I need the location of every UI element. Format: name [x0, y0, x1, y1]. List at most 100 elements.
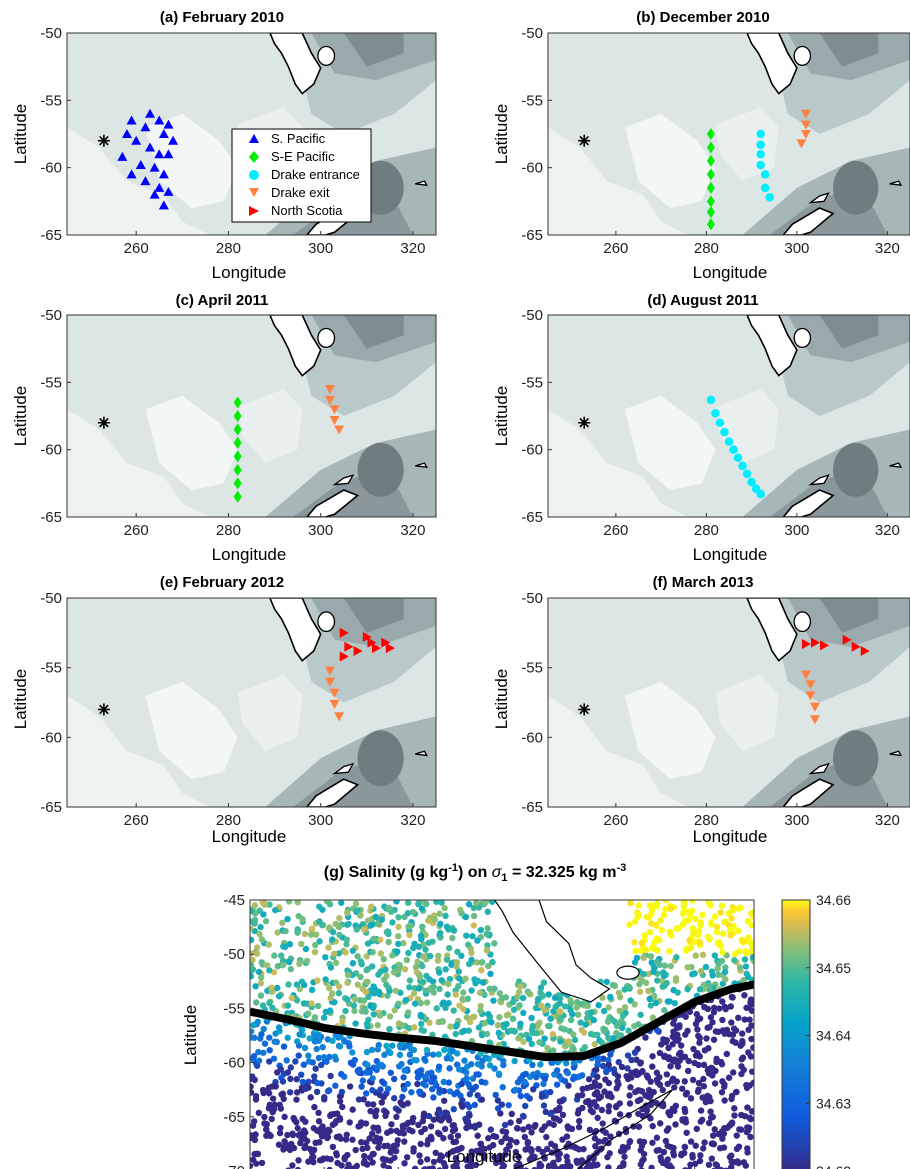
title-sup: -3: [616, 862, 626, 874]
data-point: [398, 1060, 405, 1068]
data-point: [636, 981, 643, 988]
y-tick-label: -60: [521, 442, 543, 459]
data-point: [313, 1045, 320, 1053]
data-point: [341, 1156, 348, 1163]
data-point: [716, 1145, 724, 1152]
data-point: [728, 1164, 735, 1169]
data-point: [233, 450, 242, 463]
data-point: [501, 1121, 509, 1129]
data-point: [450, 1138, 457, 1146]
data-point: [649, 1099, 656, 1106]
data-point: [721, 918, 728, 926]
data-point: [313, 1037, 320, 1045]
data-point: [494, 1105, 502, 1112]
data-point: [713, 923, 721, 931]
data-point: [637, 947, 644, 954]
data-point: [369, 1087, 376, 1094]
data-point: [592, 1162, 599, 1169]
y-tick-label: -55: [40, 92, 62, 109]
data-point: [389, 1042, 396, 1049]
data-point: [736, 948, 743, 955]
data-point: [672, 1121, 679, 1128]
data-point: [715, 418, 725, 427]
data-point: [391, 1007, 398, 1014]
data-point: [300, 1061, 308, 1068]
data-point: [308, 1154, 316, 1162]
axes-frame: [547, 32, 910, 236]
south-orkney-islands: [889, 750, 903, 757]
data-point: [163, 119, 174, 129]
data-point: [258, 936, 266, 943]
data-point: [308, 986, 316, 994]
data-point: [654, 977, 661, 984]
panel-f-axes: 260 280 300 320 -50 -55 -60 -65: [521, 590, 910, 829]
data-point: [309, 1059, 316, 1066]
data-point: [503, 1146, 510, 1153]
data-point: [584, 1002, 591, 1010]
data-point: [266, 901, 273, 908]
axes-frame: [547, 597, 910, 808]
data-point: [254, 1018, 261, 1026]
data-point: [251, 1034, 258, 1041]
data-point: [433, 900, 440, 905]
data-point: [364, 1061, 371, 1069]
y-tick-label: -65: [521, 509, 543, 526]
panel-e: (e) February 2012 260 280 300 320 -50 -55 -60 -…: [11, 574, 437, 846]
data-point: [369, 949, 376, 956]
data-point: [279, 919, 286, 926]
data-point: [485, 1010, 492, 1018]
data-point: [487, 1126, 495, 1133]
data-point: [317, 1129, 324, 1136]
data-point: [810, 637, 820, 648]
data-point: [672, 1102, 680, 1110]
data-point: [422, 946, 429, 953]
y-tick-label: -60: [521, 160, 543, 177]
data-point: [346, 1083, 354, 1090]
data-point: [647, 953, 655, 960]
x-tick-label: 280: [216, 522, 241, 539]
data-point: [410, 1148, 417, 1155]
data-point: [385, 938, 392, 946]
data-point: [555, 1156, 562, 1163]
data-point: [642, 979, 650, 987]
data-point: [326, 1053, 333, 1061]
data-point: [303, 957, 311, 965]
data-point: [565, 1082, 572, 1089]
data-point: [706, 1023, 713, 1031]
land-south-america: [747, 315, 797, 376]
data-point: [250, 961, 255, 969]
data-point: [443, 956, 451, 963]
data-point: [541, 1035, 548, 1042]
data-point: [708, 1140, 716, 1147]
data-point: [158, 129, 169, 138]
panel-c-xlabel: Longitude: [212, 545, 287, 564]
data-point: [363, 953, 370, 960]
data-point: [326, 1166, 333, 1169]
data-point: [372, 913, 380, 921]
data-point: [507, 1137, 515, 1144]
data-point: [681, 1149, 688, 1157]
data-point: [659, 1159, 667, 1167]
data-point: [255, 1057, 263, 1064]
data-point: [616, 994, 624, 1001]
data-point: [367, 1002, 374, 1010]
data-point: [296, 960, 303, 968]
data-point: [435, 952, 442, 960]
data-point: [490, 1132, 497, 1140]
data-point: [342, 1136, 350, 1143]
data-point: [633, 1056, 640, 1063]
title-part: = 32.325 kg m: [508, 864, 617, 881]
data-point: [483, 1030, 491, 1038]
data-point: [330, 950, 338, 957]
data-point: [567, 1016, 575, 1024]
data-point: [623, 1072, 630, 1080]
data-point: [388, 1121, 395, 1128]
data-point: [456, 975, 463, 982]
data-point: [454, 948, 461, 955]
data-point: [380, 955, 387, 963]
data-point: [694, 1016, 701, 1024]
data-point: [250, 1028, 255, 1035]
y-tick-label: -60: [40, 160, 62, 177]
data-point: [298, 1026, 306, 1034]
data-point: [296, 985, 304, 993]
